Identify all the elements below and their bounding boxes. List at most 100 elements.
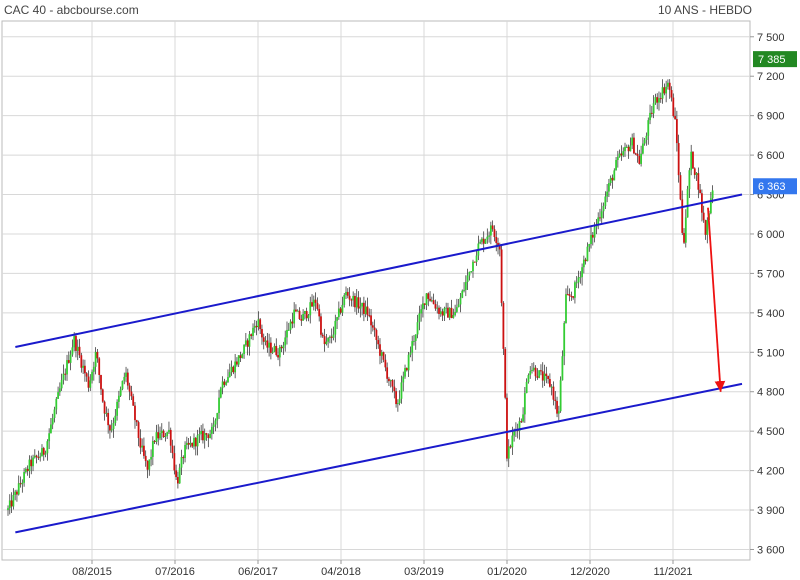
candle: [252, 323, 254, 341]
candle: [144, 450, 147, 467]
candle: [443, 306, 446, 322]
candle: [151, 436, 154, 466]
candle: [434, 299, 437, 311]
candle: [570, 291, 573, 301]
candle: [212, 417, 215, 435]
candle: [679, 172, 682, 201]
candle: [368, 308, 371, 318]
candle: [268, 333, 271, 357]
candle: [509, 444, 512, 449]
candle: [563, 321, 566, 366]
x-tick-label: 03/2019: [404, 566, 444, 578]
candle: [615, 156, 617, 171]
candle: [137, 420, 140, 447]
candle: [330, 328, 333, 344]
candle: [684, 209, 687, 248]
candle: [33, 449, 36, 459]
candle: [536, 368, 539, 380]
candle: [481, 237, 483, 245]
candle: [126, 368, 129, 390]
candle: [370, 308, 372, 335]
candle: [143, 437, 145, 459]
candle: [334, 314, 337, 343]
candle: [320, 313, 322, 338]
trendlines: [15, 193, 743, 534]
candle: [232, 365, 235, 375]
candle: [581, 263, 583, 286]
projection-arrow: [707, 207, 726, 392]
candle: [98, 357, 101, 384]
candle: [541, 362, 544, 388]
candle: [645, 132, 648, 146]
candle: [366, 297, 369, 321]
candle: [613, 168, 616, 181]
candle: [46, 439, 49, 461]
candle: [661, 79, 664, 104]
candle: [479, 239, 482, 245]
candle: [202, 423, 204, 444]
candle: [634, 152, 637, 156]
candle: [495, 230, 498, 252]
candle: [640, 145, 643, 167]
candle: [552, 381, 555, 406]
candle: [489, 221, 492, 245]
candle: [203, 428, 206, 449]
candle: [674, 107, 676, 120]
candle: [116, 399, 118, 421]
candle: [223, 378, 226, 388]
candle: [10, 492, 13, 513]
candle: [357, 291, 360, 313]
candle: [332, 326, 335, 341]
candle: [273, 343, 276, 353]
candle: [400, 375, 403, 404]
candle: [697, 167, 700, 199]
grid: [1, 20, 751, 561]
candle: [382, 351, 385, 363]
candle: [457, 299, 460, 308]
candle: [337, 301, 340, 320]
candle: [701, 189, 703, 222]
candle: [432, 293, 435, 305]
candle: [166, 431, 169, 440]
candle: [207, 433, 210, 448]
candle: [345, 286, 347, 299]
candle: [269, 337, 272, 360]
y-tick-label: 6 900: [757, 111, 785, 123]
candle: [329, 335, 331, 344]
candle: [652, 95, 655, 119]
candle: [291, 312, 294, 329]
candle: [107, 408, 110, 434]
candle: [699, 183, 702, 194]
candle: [253, 319, 256, 333]
candle: [620, 145, 623, 161]
candle: [221, 376, 224, 395]
candle: [683, 228, 685, 245]
candle: [702, 205, 705, 223]
candle: [234, 353, 237, 379]
candle: [650, 106, 653, 118]
candle: [343, 293, 346, 308]
candle: [227, 369, 229, 383]
candle: [191, 442, 194, 448]
candle: [64, 368, 67, 381]
candle: [89, 374, 92, 392]
candle: [123, 372, 126, 385]
candle: [577, 270, 580, 289]
candle: [271, 347, 274, 355]
candle: [554, 391, 557, 410]
candle: [588, 243, 591, 252]
candle: [7, 505, 9, 516]
candle: [557, 405, 560, 423]
candle: [243, 344, 245, 359]
candle: [502, 301, 505, 355]
candle: [445, 302, 448, 314]
candle: [506, 393, 508, 462]
candle: [414, 334, 417, 350]
candle: [556, 396, 558, 418]
candle: [139, 429, 142, 455]
candle: [472, 259, 474, 278]
candle: [595, 219, 598, 235]
candle: [266, 332, 269, 353]
candle: [565, 288, 567, 324]
